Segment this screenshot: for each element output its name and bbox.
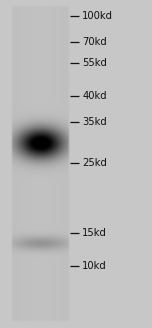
Text: 25kd: 25kd: [82, 158, 107, 168]
Text: 35kd: 35kd: [82, 117, 107, 127]
Text: 15kd: 15kd: [82, 228, 107, 238]
Text: 100kd: 100kd: [82, 11, 113, 21]
Text: 10kd: 10kd: [82, 261, 107, 271]
Text: 55kd: 55kd: [82, 58, 107, 68]
Text: 70kd: 70kd: [82, 37, 107, 47]
Text: 40kd: 40kd: [82, 92, 107, 101]
